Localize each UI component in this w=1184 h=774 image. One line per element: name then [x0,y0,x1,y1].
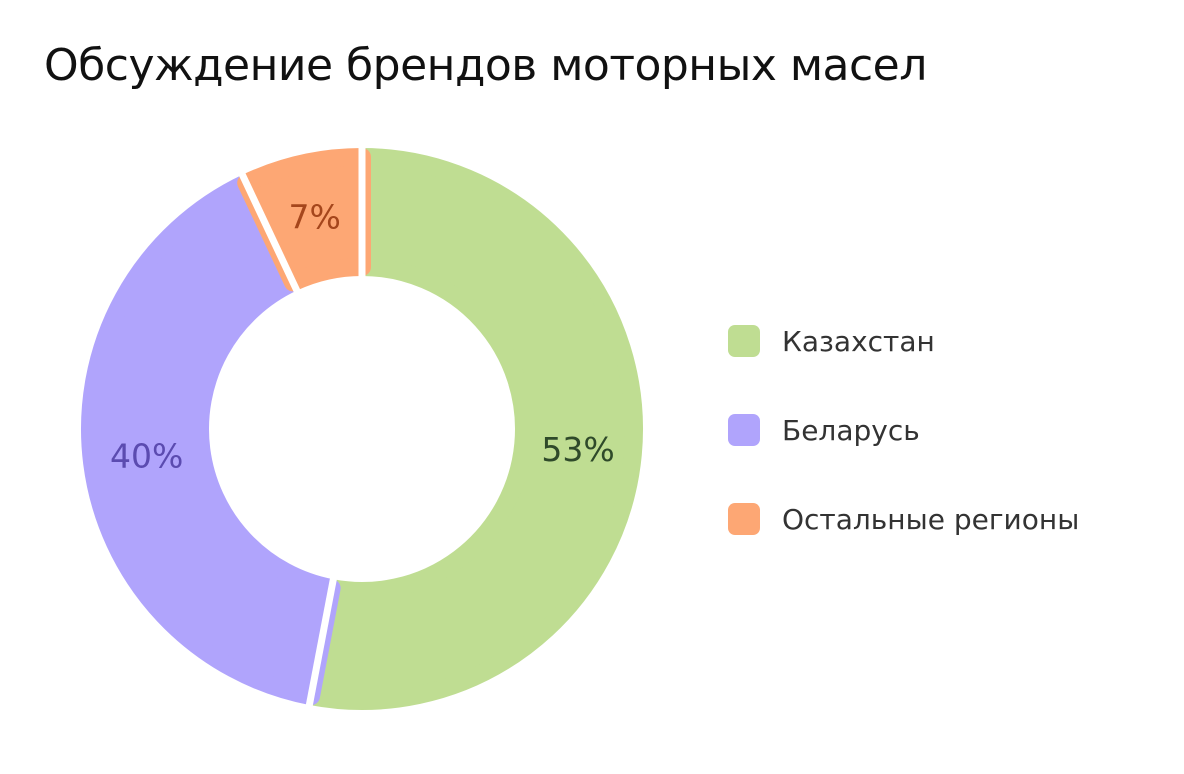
slice-separator [237,169,302,296]
donut-chart: 53% 40% 7% [81,144,643,710]
slice-separator [305,574,338,710]
legend-item-kazakhstan: Казахстан [728,322,1079,360]
chart-title: Обсуждение брендов моторных масел [44,40,927,91]
legend-swatch-other-regions [728,503,760,535]
legend-swatch-kazakhstan [728,325,760,357]
slice-kazakhstan [302,148,643,710]
slice-label-kazakhstan: 53% [541,430,614,469]
slice-label-other-regions: 7% [288,198,340,237]
slice-label-belarus: 40% [110,437,183,476]
donut-slices [81,144,643,710]
legend-label-belarus: Беларусь [782,413,920,447]
legend-label-kazakhstan: Казахстан [782,324,935,358]
legend-item-belarus: Беларусь [728,411,1079,449]
donut-labels: 53% 40% 7% [110,198,615,476]
legend-label-other-regions: Остальные регионы [782,502,1080,536]
legend: Казахстан Беларусь Остальные регионы [728,322,1079,589]
legend-swatch-belarus [728,414,760,446]
legend-item-other-regions: Остальные регионы [728,500,1079,538]
slice-belarus [81,173,341,706]
